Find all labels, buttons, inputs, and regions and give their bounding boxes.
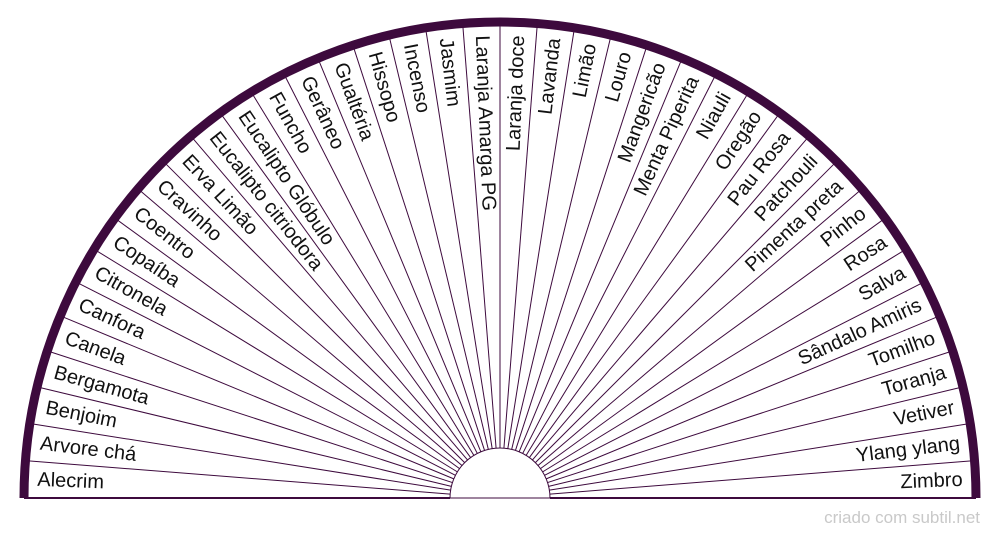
- sector-divider: [93, 248, 458, 473]
- sector-divider: [425, 27, 493, 449]
- sector-divider: [37, 386, 452, 487]
- credit-text: criado com subtil.net: [824, 508, 980, 527]
- sector-divider: [507, 27, 575, 449]
- center-hub: [449, 447, 551, 499]
- sector-label: Lavanda: [534, 36, 565, 116]
- sector-divider: [514, 45, 648, 451]
- sector-label: Jasmim: [435, 37, 465, 108]
- sector-label: Ylang ylang: [855, 433, 961, 467]
- sector-lines: [25, 22, 975, 495]
- sector-label: Toranja: [879, 361, 949, 400]
- sector-label: Arvore chá: [39, 433, 138, 466]
- sector-label: Incenso: [399, 42, 434, 115]
- sector-divider: [549, 423, 971, 491]
- sector-label: Zimbro: [900, 469, 963, 493]
- sector-label: Alecrim: [37, 469, 104, 494]
- sector-divider: [25, 460, 451, 495]
- sector-divider: [462, 23, 497, 449]
- sector-divider: [522, 73, 717, 454]
- sector-divider: [525, 91, 750, 456]
- sector-divider: [75, 281, 456, 476]
- sector-divider: [547, 350, 953, 484]
- sector-divider: [250, 91, 475, 456]
- sector-divider: [114, 217, 460, 470]
- sector-divider: [528, 112, 781, 458]
- sector-divider: [546, 315, 940, 480]
- sector-divider: [352, 45, 486, 451]
- sector-divider: [548, 386, 963, 487]
- sector-divider: [540, 217, 886, 470]
- sector-label: Limão: [569, 42, 601, 100]
- sector-divider: [549, 460, 975, 495]
- sector-divider: [29, 423, 451, 491]
- sector-label: Laranja doce: [503, 35, 530, 151]
- sector-divider: [544, 281, 925, 476]
- sector-divider: [537, 188, 863, 466]
- sector-divider: [542, 248, 907, 473]
- sector-divider: [219, 112, 472, 458]
- sector-divider: [532, 135, 810, 461]
- sector-divider: [283, 73, 478, 454]
- sector-divider: [511, 35, 612, 450]
- sector-divider: [190, 135, 468, 461]
- sector-divider: [503, 23, 538, 449]
- sector-divider: [47, 350, 453, 484]
- sector-divider: [137, 188, 463, 466]
- sector-label: Rosa: [840, 231, 892, 276]
- outer-arc: [19, 17, 981, 499]
- sector-divider: [535, 161, 837, 463]
- sector-divider: [60, 315, 454, 480]
- sector-divider: [518, 58, 683, 452]
- sector-divider: [388, 35, 489, 450]
- sector-divider: [317, 58, 482, 452]
- sector-divider: [163, 161, 465, 463]
